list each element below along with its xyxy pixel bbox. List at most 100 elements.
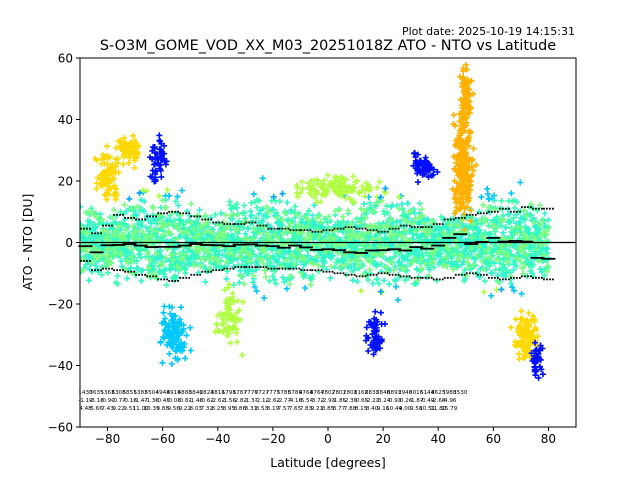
stats-cell: 8.86 <box>234 406 247 412</box>
lower-envelope-mark <box>504 278 507 281</box>
stats-cell: 7801 <box>332 390 347 396</box>
upper-envelope-mark <box>124 217 126 219</box>
stats-cell: 2801 <box>343 390 358 396</box>
upper-envelope-mark <box>100 232 102 235</box>
lower-envelope-mark <box>259 266 262 268</box>
lower-envelope-mark <box>108 267 110 270</box>
stats-cell: 8623 <box>431 390 446 396</box>
lower-envelope-mark <box>432 278 435 281</box>
lower-envelope-mark <box>237 266 240 268</box>
lower-envelope-mark <box>149 275 152 278</box>
upper-envelope-mark <box>193 215 196 218</box>
lower-envelope-mark <box>240 266 243 268</box>
lower-envelope-mark <box>146 275 149 278</box>
upper-envelope-mark <box>369 229 372 232</box>
upper-envelope-mark <box>515 210 518 213</box>
upper-envelope-mark <box>524 206 526 209</box>
x-axis: −80 −60 −40 −20 0 20 40 60 80 <box>95 427 556 446</box>
lower-envelope-mark <box>394 273 397 276</box>
upper-envelope-mark <box>207 218 210 221</box>
lower-envelope-mark <box>515 276 518 279</box>
upper-envelope-mark <box>405 224 408 227</box>
upper-envelope-mark <box>284 227 287 230</box>
stats-cell: 9.58 <box>410 406 423 412</box>
upper-envelope-mark <box>479 212 482 215</box>
stats-cell: 5382 <box>133 390 147 396</box>
lower-envelope-mark <box>248 266 251 268</box>
stats-cell: 10.44 <box>386 406 402 412</box>
lower-envelope-mark <box>350 273 353 276</box>
upper-envelope-mark <box>435 223 438 225</box>
upper-envelope-mark <box>347 226 350 229</box>
upper-envelope-mark <box>314 230 317 233</box>
upper-envelope-mark <box>413 226 416 229</box>
lower-envelope-mark <box>391 273 394 276</box>
stats-cell: 7776 <box>244 390 259 396</box>
lower-envelope-mark <box>179 276 182 279</box>
stats-cell: -2.93 <box>321 398 336 404</box>
stats-cell: 7.43 <box>101 406 114 412</box>
stats-cell: -2.23 <box>365 398 380 404</box>
upper-envelope-mark <box>355 227 358 230</box>
stats-cell: -0.93 <box>387 398 402 404</box>
stats-cell: 8.15 <box>355 406 368 412</box>
lower-envelope-mark <box>501 278 504 281</box>
lower-envelope-mark <box>353 273 356 276</box>
lower-envelope-mark <box>454 273 457 276</box>
upper-envelope-mark <box>399 224 402 227</box>
x-tick-label: 60 <box>486 432 501 446</box>
lower-envelope-mark <box>446 276 449 279</box>
y-tick-label: 40 <box>58 113 73 127</box>
lower-envelope-mark <box>193 273 196 276</box>
upper-envelope-mark <box>138 218 141 221</box>
upper-envelope-mark <box>210 218 213 221</box>
stats-cell: -2.35 <box>343 398 358 404</box>
stats-cell: 7727 <box>255 390 270 396</box>
upper-envelope-mark <box>358 227 361 230</box>
upper-envelope-mark <box>146 215 149 218</box>
lower-envelope-mark <box>212 269 215 272</box>
lower-envelope-mark <box>97 269 99 272</box>
stats-cell: 7.88 <box>344 406 357 412</box>
stats-cell: 4948 <box>156 390 171 396</box>
stats-cell: 4.48 <box>79 406 92 412</box>
x-tick-label: −80 <box>95 432 120 446</box>
lower-envelope-mark <box>435 278 438 281</box>
lower-envelope-mark <box>457 273 460 276</box>
upper-envelope-mark <box>541 207 543 210</box>
upper-envelope-mark <box>485 212 488 215</box>
x-tick-label: −20 <box>260 432 285 446</box>
upper-envelope-mark <box>190 215 193 218</box>
lower-envelope-mark <box>135 273 138 276</box>
upper-envelope-mark <box>185 212 188 215</box>
x-axis-label: Latitude [degrees] <box>270 455 386 470</box>
stats-cell: 8764 <box>310 390 325 396</box>
stats-cell: -2.62 <box>266 398 280 404</box>
stats-cell: 1787 <box>233 390 248 396</box>
lower-envelope-mark <box>498 278 501 281</box>
upper-envelope-mark <box>116 213 118 216</box>
upper-envelope-mark <box>218 221 221 224</box>
upper-envelope-mark <box>333 227 336 230</box>
lower-envelope-mark <box>281 267 284 270</box>
upper-envelope-mark <box>421 226 424 229</box>
lower-envelope-mark <box>430 276 433 279</box>
upper-envelope-mark <box>546 207 548 210</box>
lower-envelope-mark <box>122 269 124 272</box>
lower-envelope-mark <box>552 278 554 281</box>
stats-cell: 3635 <box>89 390 104 396</box>
lower-envelope-mark <box>377 272 380 275</box>
lower-envelope-mark <box>133 270 135 273</box>
upper-envelope-mark <box>157 212 160 215</box>
lower-envelope-mark <box>527 275 529 278</box>
x-tick-label: 80 <box>541 432 556 446</box>
upper-envelope-mark <box>119 213 121 216</box>
chart-title: S-O3M_GOME_VOD_XX_M03_20251018Z ATO - NT… <box>100 38 556 54</box>
upper-envelope-mark <box>240 223 243 225</box>
lower-envelope-mark <box>218 269 221 272</box>
upper-envelope-mark <box>498 207 501 210</box>
upper-envelope-mark <box>443 218 446 221</box>
scatter-markers-2 <box>80 196 552 288</box>
stats-cell: 8.77 <box>333 406 346 412</box>
lower-envelope-mark <box>383 272 386 275</box>
